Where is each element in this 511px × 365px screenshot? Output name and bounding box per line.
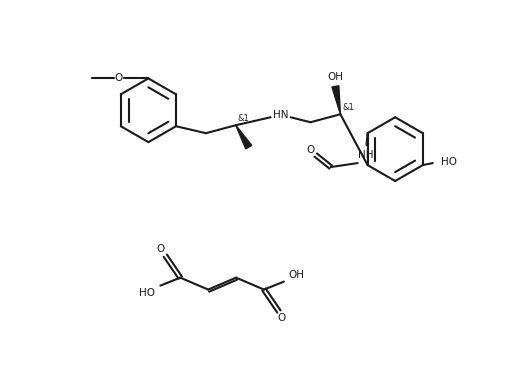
Text: NH: NH — [358, 150, 374, 160]
Text: O: O — [156, 244, 165, 254]
Text: O: O — [114, 73, 123, 83]
Text: &1: &1 — [342, 103, 354, 112]
Text: OH: OH — [328, 72, 343, 82]
Text: HO: HO — [140, 288, 155, 297]
Text: OH: OH — [289, 270, 305, 280]
Text: O: O — [278, 314, 286, 323]
Text: &1: &1 — [238, 114, 249, 123]
Text: O: O — [307, 145, 315, 155]
Polygon shape — [236, 125, 252, 149]
Polygon shape — [332, 86, 340, 114]
Text: HO: HO — [440, 157, 457, 167]
Text: HN: HN — [273, 110, 288, 120]
